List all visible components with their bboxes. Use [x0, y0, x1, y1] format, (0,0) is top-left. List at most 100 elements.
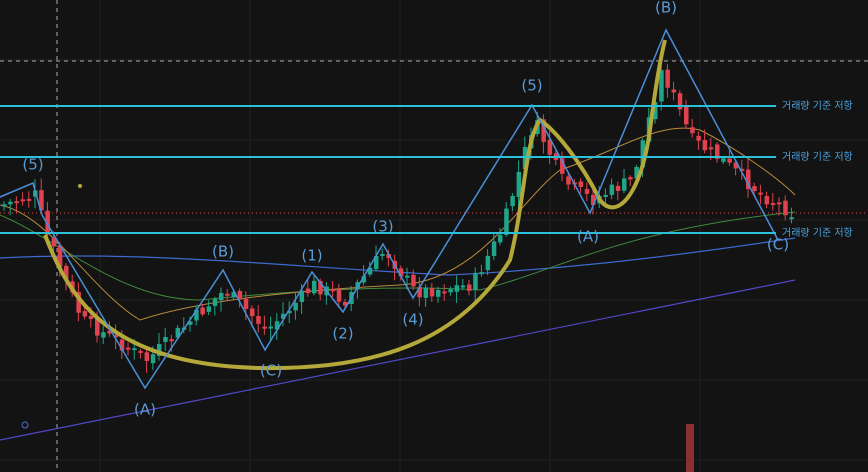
candle-body [219, 292, 224, 301]
candle-body [764, 196, 770, 205]
candles [2, 59, 794, 373]
candle-body [498, 234, 503, 243]
candle-body [454, 285, 460, 292]
candle-body [225, 293, 230, 296]
candle-body [442, 291, 447, 294]
candle-body [361, 276, 367, 283]
candle-body [256, 316, 261, 324]
candle-body [126, 347, 131, 350]
resistance-label: 거래량 기준 저항 [782, 151, 853, 163]
wave-label: (C) [767, 236, 789, 254]
candle-body [305, 288, 311, 294]
candle-body [262, 326, 267, 329]
marker [21, 421, 29, 429]
candle-body [386, 253, 391, 259]
candle-body [26, 198, 32, 201]
candle-body [777, 202, 782, 205]
candle-body [336, 289, 342, 302]
candle-body [560, 158, 565, 174]
candle-body [491, 241, 497, 257]
candle-body [541, 119, 546, 142]
candle-body [2, 204, 7, 207]
candle-body [231, 292, 236, 298]
candle-body [653, 102, 658, 120]
wave-label: (1) [301, 247, 322, 265]
candle-body [746, 169, 751, 190]
candle-body [150, 354, 156, 364]
candle-body [250, 308, 255, 317]
candle-body [367, 267, 373, 275]
candle-body [64, 265, 69, 280]
candle-body [411, 274, 416, 287]
candle-body [144, 352, 150, 361]
candle-body [467, 284, 472, 291]
wave-label: (B) [212, 243, 234, 261]
candle-body [448, 289, 453, 293]
candle-body [200, 307, 205, 315]
candle-body [330, 289, 336, 292]
candle-body [312, 280, 317, 294]
ma-line [0, 279, 796, 441]
candle-body [665, 69, 670, 88]
candle-body [194, 309, 199, 321]
candle-body [566, 176, 571, 185]
wave-label: (5) [22, 156, 43, 174]
candle-body [460, 285, 466, 288]
candle-body [8, 201, 13, 205]
resistance-label: 거래량 기준 저항 [782, 100, 853, 112]
candle-body [82, 311, 88, 317]
candle-body [119, 339, 125, 351]
volume-bar [686, 424, 694, 472]
candle-body [485, 255, 491, 271]
candle-body [95, 318, 100, 336]
candle-body [770, 203, 776, 206]
wave-label: (A) [134, 401, 156, 419]
marker [78, 184, 82, 188]
candle-body [671, 89, 677, 93]
candle-body [739, 168, 745, 171]
candle-body [169, 339, 174, 342]
candle-body [417, 287, 422, 298]
candle-body [752, 186, 757, 192]
candle-body [429, 288, 435, 297]
wave-label: (B) [655, 0, 677, 17]
candle-body [603, 194, 608, 197]
candle-body [132, 348, 137, 351]
wave-label: (4) [402, 311, 423, 329]
candle-body [318, 280, 323, 295]
candle-body [45, 210, 50, 235]
candle-body [727, 158, 732, 163]
candle-body [423, 287, 429, 298]
candle-body [702, 140, 708, 151]
candle-body [479, 272, 484, 275]
candle-body [609, 184, 615, 195]
wave-label: (3) [372, 218, 393, 236]
candle-body [591, 194, 596, 205]
candle-body [212, 298, 218, 306]
candle-body [287, 310, 292, 314]
candle-body [628, 177, 633, 180]
ma-line [0, 127, 796, 321]
wave-line [0, 28, 779, 390]
candle-body [578, 181, 584, 187]
candle-body [622, 178, 627, 191]
candle-body [206, 306, 212, 312]
candle-body [789, 217, 794, 220]
candle-body [157, 343, 162, 356]
candle-body [293, 302, 298, 311]
candle-body [640, 140, 646, 168]
candle-body [436, 289, 441, 297]
candle-body [188, 321, 193, 325]
candle-body [516, 171, 522, 197]
candle-body [374, 256, 379, 270]
wave-label: (2) [332, 325, 353, 343]
candle-body [684, 106, 689, 125]
candle-body [659, 70, 664, 102]
wave-labels: (5) (A) (B) (C) (1) (2) (3) (4) (5) (A) (B) (C) [22, 0, 789, 419]
ma-line [0, 211, 796, 301]
candle-body [299, 290, 305, 303]
candle-body [510, 195, 515, 207]
